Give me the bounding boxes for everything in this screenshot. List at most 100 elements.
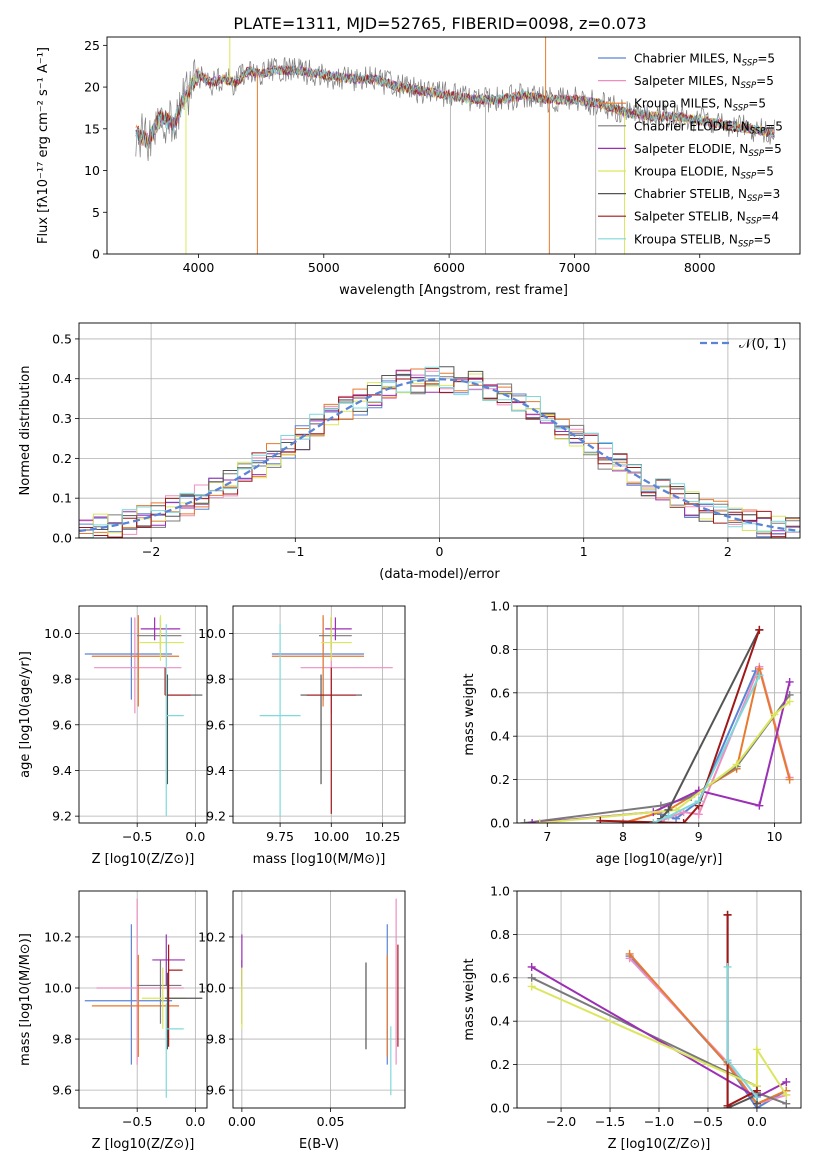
y-axis-label: age [log10(age/yr)] [18,651,33,778]
x-tick-label: 8000 [684,260,716,275]
y-tick-label: 0.2 [52,451,72,466]
spectrum-plot [135,37,775,254]
axes-frame [232,890,406,1109]
spectrum-axes: 4000 5000 6000 7000 8000 0 5 10 15 20 25 wavelength… [36,38,716,298]
y-tick-label: 0.1 [52,491,72,506]
plus-marker [785,775,794,784]
legend-label: Salpeter ELODIE, NSSP=5 [634,142,782,159]
x-tick-label: −1 [286,544,304,559]
spectrum-line-kroupa-stelib [135,64,775,149]
age_vs_mass-plot [259,615,393,817]
x-tick-label: 1 [580,544,588,559]
plus-marker [528,819,537,823]
plus-marker [782,1099,791,1108]
weight-line-kroupa-elodie [527,982,791,1099]
y-tick-label: 0.2 [490,772,510,787]
weight-line-kroupa-stelib [649,671,764,823]
x-tick-label: 7 [543,829,551,844]
y-tick-label: 0.6 [490,970,510,985]
y-tick-label: 0.0 [52,531,72,546]
y-tick-label: 0.8 [490,927,510,942]
plus-marker [752,1045,761,1054]
spectrum-line-chabrier-elodie [135,57,775,162]
x-tick-label: −0.5 [122,1114,152,1129]
errorbar-kroupa-stelib [165,1003,184,1098]
plus-marker [520,819,529,823]
plus-marker [596,816,605,823]
plus-marker [770,710,779,719]
y-tick-label: 9.4 [52,763,72,778]
weight-line-chabrier-elodie [520,690,794,823]
y-tick-label: 0.4 [52,371,72,386]
spectrum-legend: Chabrier MILES, NSSP=5 Salpeter MILES, NS… [598,52,783,249]
age_vs_Z-axes: −0.5 0.0 9.2 9.4 9.6 9.8 10.0 Z [log10(Z/Z⊙)] ag… [18,606,207,867]
plus-marker [785,697,794,706]
x-tick-label: 8 [619,829,627,844]
y-tick-label: 1.0 [490,599,510,614]
y-tick-label: 9.6 [52,1083,72,1098]
y-tick-label: 9.8 [52,1032,72,1047]
y-tick-label: 25 [84,38,100,53]
y-tick-label: 15 [84,121,100,136]
mass_vs_Z-plot [84,898,203,1098]
x-tick-label: 0 [436,544,444,559]
x-axis-label: mass [log10(M/M⊙)] [253,852,386,867]
y-axis-label: mass [log10(M/M⊙)] [18,933,33,1066]
y-tick-label: 0.6 [490,685,510,700]
y-tick-label: 0.4 [490,729,510,744]
x-axis-label: Z [log10(Z/Z⊙)] [92,1137,195,1152]
plus-marker [625,949,634,958]
x-tick-label: 0.00 [228,1114,256,1129]
errorbar-salpeter-miles [96,898,184,1065]
plus-marker [527,962,536,971]
weight_vs_Z-axes: −2.0 −1.5 −1.0 −0.5 0.0 0.0 0.2 0.4 0.6 0.8 1.0 Z [… [462,884,801,1152]
plus-marker [732,760,741,769]
y-axis-label: Normed distribution [18,366,33,496]
age_vs_Z-plot [84,615,203,817]
weight-line-kroupa-miles [619,664,794,823]
x-tick-label: 2 [724,544,732,559]
plus-marker [752,1093,761,1102]
gaussian-curve [79,378,800,533]
legend-label: Chabrier ELODIE, NSSP=5 [634,119,783,136]
x-tick-label: 4000 [183,260,215,275]
x-tick-label: 9 [695,829,703,844]
plus-marker [785,677,794,686]
residuals-plot [79,366,800,538]
x-tick-label: −1.0 [644,1114,674,1129]
errorbar-chabrier-elodie [137,959,182,1024]
x-tick-label: 10 [767,829,783,844]
plus-marker [619,819,628,823]
errorbar-kroupa-miles [91,615,180,707]
y-tick-label: 0.3 [52,411,72,426]
y-tick-label: 10.0 [44,981,72,996]
x-tick-label: 5000 [308,260,340,275]
y-tick-label: 0.8 [490,642,510,657]
errorbar-kroupa-elodie [139,615,184,661]
plus-marker [527,982,536,991]
y-tick-label: 0.0 [490,816,510,831]
y-tick-label: 1.0 [490,884,510,899]
errorbar-kroupa-miles [271,615,365,707]
x-tick-label: 7000 [559,260,591,275]
legend-label: Kroupa MILES, NSSP=5 [634,97,766,114]
x-tick-label: 0.05 [317,1114,345,1129]
plus-marker [535,819,544,823]
errorbar-salpeter-elodie [325,617,352,641]
y-tick-label: 5 [92,205,100,220]
mass_vs_EBV-plot [241,898,399,1096]
plus-marker [694,797,703,806]
x-tick-label: 0.0 [185,1114,205,1129]
legend-label: Salpeter STELIB, NSSP=4 [634,210,779,227]
weight-line-salpeter-stelib [596,625,764,823]
age_vs_mass-axes: 9.75 10.00 10.25 9.2 9.4 9.6 9.8 10.0 mass [log1… [198,606,405,867]
legend-label: Kroupa ELODIE, NSSP=5 [634,165,774,182]
x-tick-label: −0.5 [122,829,152,844]
y-tick-label: 0.4 [490,1014,510,1029]
plus-marker [649,819,658,823]
y-tick-label: 10.0 [198,981,226,996]
errorbar-chabrier-miles [84,617,173,700]
axes-frame [106,36,801,255]
weight-line-kroupa-elodie [535,697,794,823]
